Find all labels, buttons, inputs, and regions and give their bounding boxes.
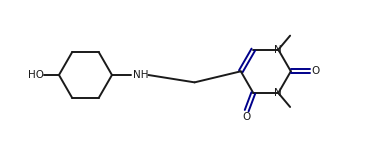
Text: NH: NH xyxy=(132,70,148,80)
Text: N: N xyxy=(274,88,282,98)
Text: O: O xyxy=(311,66,319,76)
Text: N: N xyxy=(274,45,282,55)
Text: HO: HO xyxy=(28,70,44,80)
Text: O: O xyxy=(243,112,251,122)
